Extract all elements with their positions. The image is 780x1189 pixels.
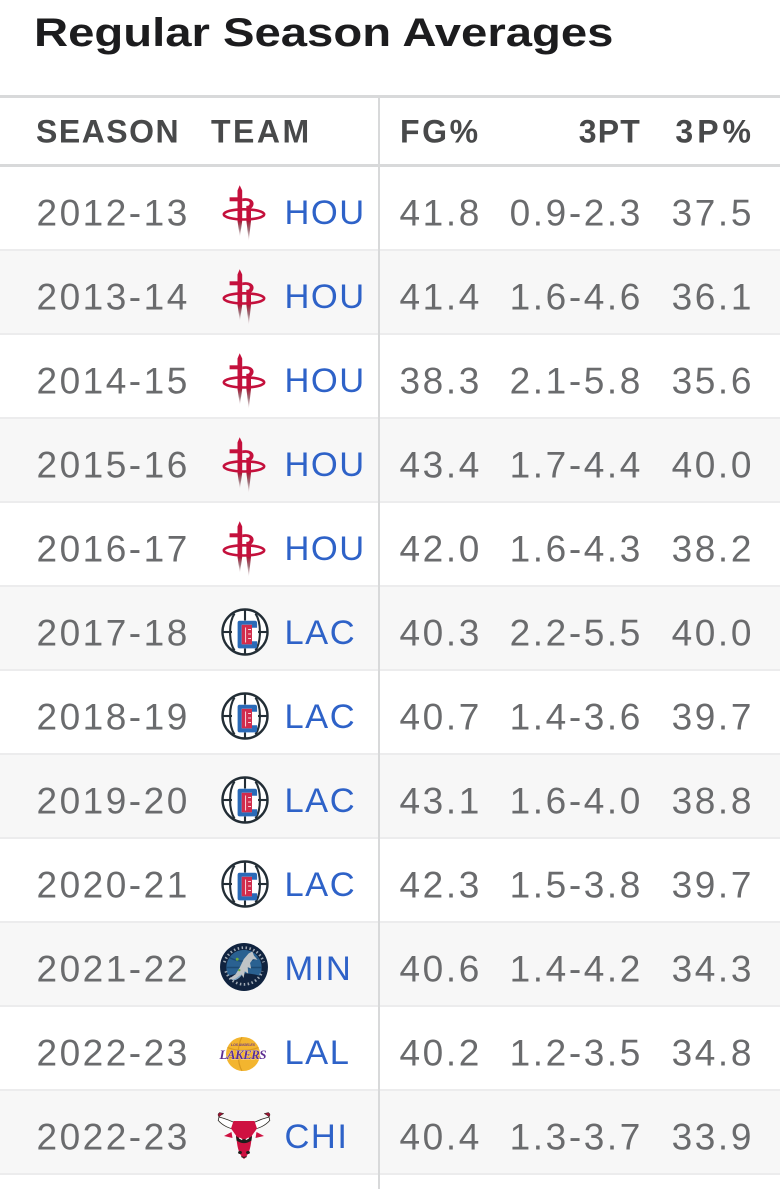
svg-text:LAKERS: LAKERS xyxy=(219,1047,267,1062)
svg-text:LOS ANGELES: LOS ANGELES xyxy=(231,1043,256,1047)
